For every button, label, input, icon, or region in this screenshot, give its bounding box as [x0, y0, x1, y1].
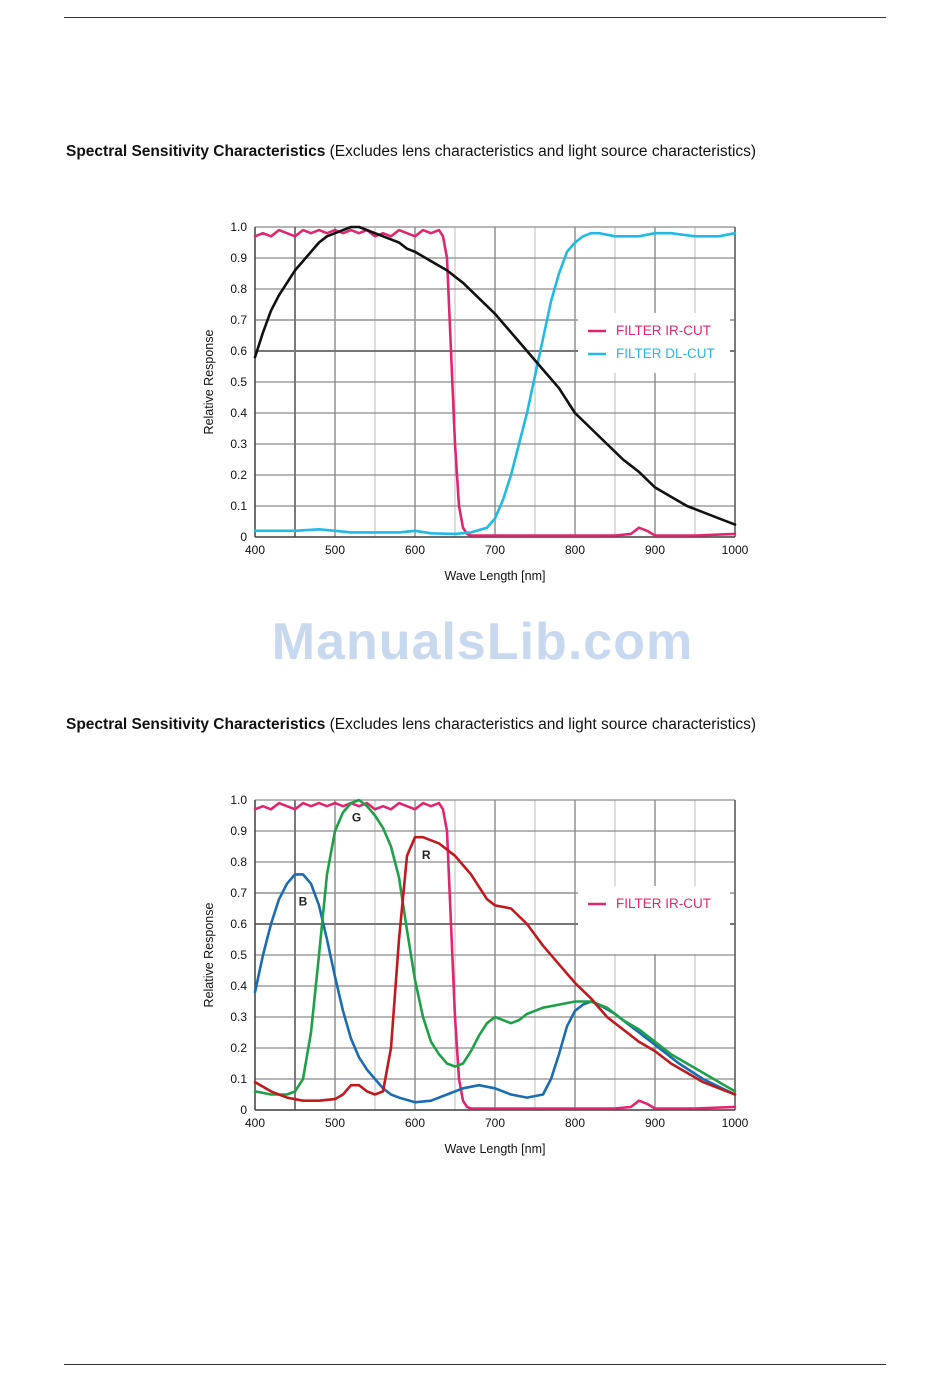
heading-normal-text: (Excludes lens characteristics and light… — [325, 143, 757, 160]
series-line-green — [253, 798, 737, 1096]
y-tick-label: 0.3 — [230, 1010, 247, 1024]
watermark: ManualsLib.com — [271, 613, 694, 671]
heading-bold-text: Spectral Sensitivity Characteristics — [66, 716, 326, 733]
section-heading-1: Spectral Sensitivity Characteristics (Ex… — [66, 143, 756, 161]
legend-box — [578, 313, 730, 373]
y-tick-label: 0.3 — [230, 437, 247, 451]
heading-normal-text: (Excludes lens characteristics and light… — [325, 716, 757, 733]
series-line-filter-ir-cut — [253, 228, 737, 537]
x-tick-label: 1000 — [722, 1116, 749, 1130]
x-tick-label: 900 — [645, 543, 665, 557]
y-tick-label: 1.0 — [230, 220, 247, 234]
y-tick-label: 0.1 — [230, 1072, 247, 1086]
y-tick-label: 0.8 — [230, 282, 247, 296]
x-tick-label: 800 — [565, 1116, 585, 1130]
y-tick-label: 0.8 — [230, 855, 247, 869]
x-tick-label: 500 — [325, 543, 345, 557]
top-rule — [64, 17, 886, 18]
y-tick-label: 0.1 — [230, 499, 247, 513]
legend-label: FILTER IR-CUT — [616, 896, 711, 911]
y-tick-label: 0.6 — [230, 917, 247, 931]
curve-annotation-label: G — [352, 811, 361, 825]
x-tick-label: 500 — [325, 1116, 345, 1130]
y-tick-label: 0.5 — [230, 948, 247, 962]
y-tick-label: 0.6 — [230, 344, 247, 358]
y-tick-label: 0 — [240, 530, 247, 544]
heading-bold-text: Spectral Sensitivity Characteristics — [66, 143, 326, 160]
series-line-red — [253, 835, 737, 1102]
x-tick-label: 900 — [645, 1116, 665, 1130]
x-tick-label: 600 — [405, 543, 425, 557]
x-tick-label: 700 — [485, 1116, 505, 1130]
section-heading-2: Spectral Sensitivity Characteristics (Ex… — [66, 716, 756, 734]
x-tick-label: 400 — [245, 1116, 265, 1130]
bottom-rule — [64, 1364, 886, 1365]
y-tick-label: 0.4 — [230, 979, 247, 993]
y-tick-label: 0.4 — [230, 406, 247, 420]
curve-annotation-label: B — [299, 894, 308, 908]
x-axis-label: Wave Length [nm] — [445, 1142, 546, 1156]
y-tick-label: 0.2 — [230, 468, 247, 482]
y-tick-label: 0 — [240, 1103, 247, 1117]
x-tick-label: 800 — [565, 543, 585, 557]
legend-label: FILTER IR-CUT — [616, 323, 711, 338]
y-axis-label: Relative Response — [202, 329, 216, 434]
y-tick-label: 0.5 — [230, 375, 247, 389]
x-tick-label: 1000 — [722, 543, 749, 557]
curve-annotation-label: R — [422, 848, 431, 862]
y-tick-label: 0.9 — [230, 251, 247, 265]
x-tick-label: 700 — [485, 543, 505, 557]
chart-color: 400 500 600 700 800 900 1000 0 0.1 0.2 0.3 0.4 0.5 0.… — [202, 793, 749, 1156]
series-line-mono — [253, 225, 737, 526]
y-tick-label: 0.7 — [230, 886, 247, 900]
y-tick-label: 1.0 — [230, 793, 247, 807]
legend-box — [578, 886, 730, 954]
series-line-filter-ir-cut — [253, 801, 737, 1110]
x-axis-label: Wave Length [nm] — [445, 569, 546, 583]
series-line-filter-dl-cut — [253, 231, 737, 536]
y-tick-label: 0.7 — [230, 313, 247, 327]
legend-label: FILTER DL-CUT — [616, 346, 715, 361]
y-tick-label: 0.9 — [230, 824, 247, 838]
x-tick-label: 600 — [405, 1116, 425, 1130]
y-axis-label: Relative Response — [202, 902, 216, 1007]
chart-mono: 400 500 600 700 800 900 1000 0 0.1 0.2 0.3 0.4 0.5 0.… — [202, 220, 749, 583]
x-tick-label: 400 — [245, 543, 265, 557]
y-tick-label: 0.2 — [230, 1041, 247, 1055]
